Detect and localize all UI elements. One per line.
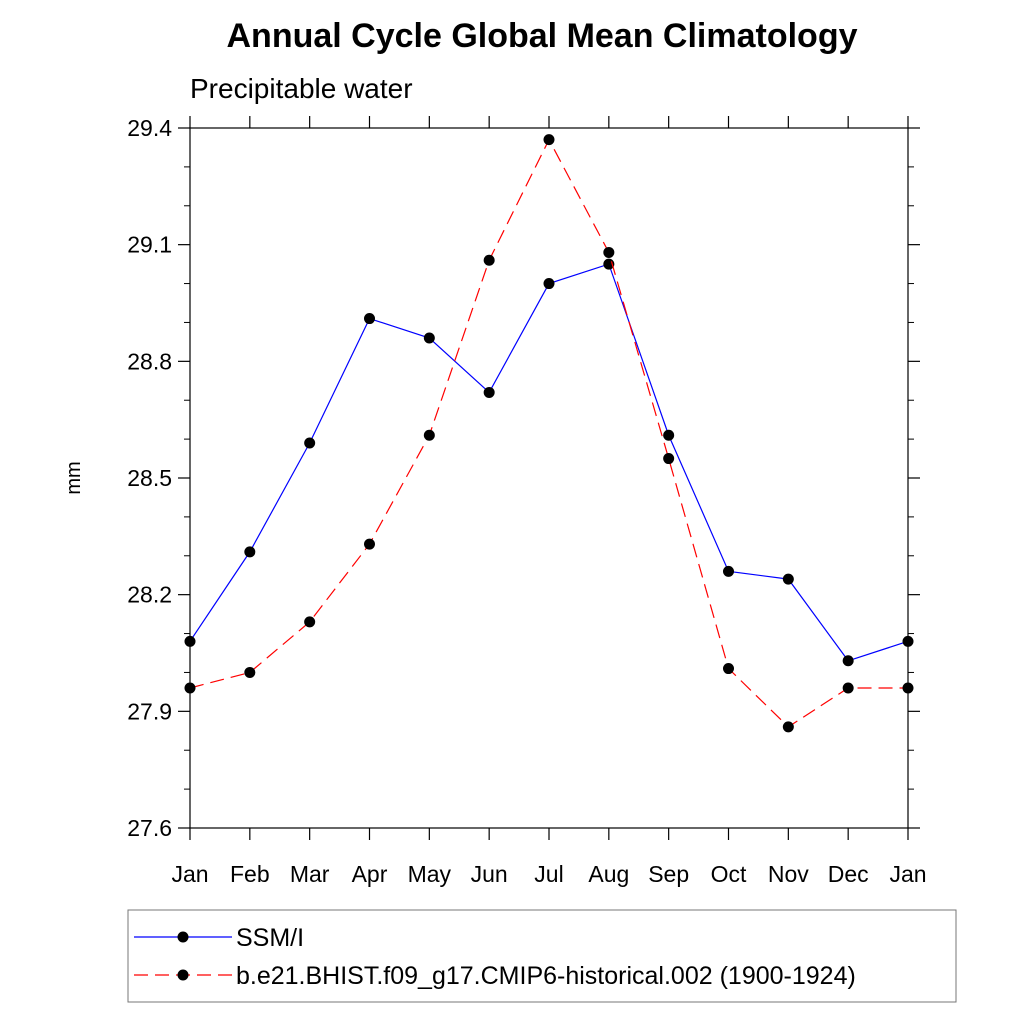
y-tick-label: 27.6 <box>127 815 172 841</box>
x-tick-label: Sep <box>648 861 689 887</box>
plot-frame <box>189 127 909 829</box>
series-2-point <box>304 616 316 628</box>
x-tick-label: May <box>408 861 452 887</box>
plot-area: 27.6 27.9 28.2 28.5 28.8 29.1 29.4 Jan Feb Mar Apr… <box>127 115 926 887</box>
y-tick-label: 28.5 <box>127 465 172 491</box>
series-2-point <box>543 134 555 146</box>
series-line-1 <box>189 263 909 662</box>
series-1-point <box>902 635 914 647</box>
series-2-point <box>663 453 675 465</box>
x-tick-label: Jul <box>534 861 563 887</box>
series-line-2 <box>189 138 908 728</box>
legend-label-1: SSM/I <box>236 924 304 952</box>
x-tick-label: Aug <box>588 861 629 887</box>
series-2-point <box>902 682 914 694</box>
x-tick-label: Apr <box>352 861 388 887</box>
legend: SSM/I b.e21.BHIST.f09_g17.CMIP6-historica… <box>127 909 957 1003</box>
chart-subtitle: Precipitable water <box>190 73 413 104</box>
legend-marker-1 <box>177 931 189 943</box>
series-1-point <box>423 332 435 344</box>
x-tick-label: Feb <box>230 861 270 887</box>
series-2-point <box>423 429 435 441</box>
y-tick-label: 27.9 <box>127 698 172 724</box>
legend-box <box>127 909 957 1003</box>
x-tick-label: Jun <box>471 861 508 887</box>
series-2-point <box>244 666 256 678</box>
series-1-point <box>304 437 316 449</box>
series-1-point <box>782 573 794 585</box>
series-2-point <box>842 682 854 694</box>
series-1-point <box>663 429 675 441</box>
series-1-point <box>842 655 854 667</box>
legend-marker-2 <box>177 969 189 981</box>
y-tick-label: 28.2 <box>127 582 172 608</box>
series-2-point <box>723 663 734 675</box>
chart-title: Annual Cycle Global Mean Climatology <box>227 17 858 55</box>
series-1-point <box>483 386 495 398</box>
series-1-point <box>364 313 375 325</box>
series-1-point <box>723 565 734 577</box>
series-1-point <box>244 546 256 558</box>
series-2-point <box>603 246 615 258</box>
y-axis-label: mm <box>63 461 85 494</box>
x-tick-label: Oct <box>711 861 747 887</box>
series-2-point <box>483 254 495 266</box>
x-tick-label: Jan <box>889 861 926 887</box>
x-tick-label: Jan <box>171 861 208 887</box>
x-tick-label: Dec <box>828 861 869 887</box>
series-2-point <box>782 721 794 733</box>
y-tick-label: 28.8 <box>127 348 172 374</box>
legend-label-2: b.e21.BHIST.f09_g17.CMIP6-historical.002… <box>236 962 856 990</box>
series-2-point <box>364 538 375 550</box>
y-tick-label: 29.1 <box>127 232 172 258</box>
series-2-point <box>184 682 196 694</box>
series-1-point <box>184 635 196 647</box>
x-tick-label: Nov <box>768 861 809 887</box>
series-1-point <box>543 278 555 290</box>
x-tick-label: Mar <box>290 861 330 887</box>
y-tick-label: 29.4 <box>127 115 172 141</box>
